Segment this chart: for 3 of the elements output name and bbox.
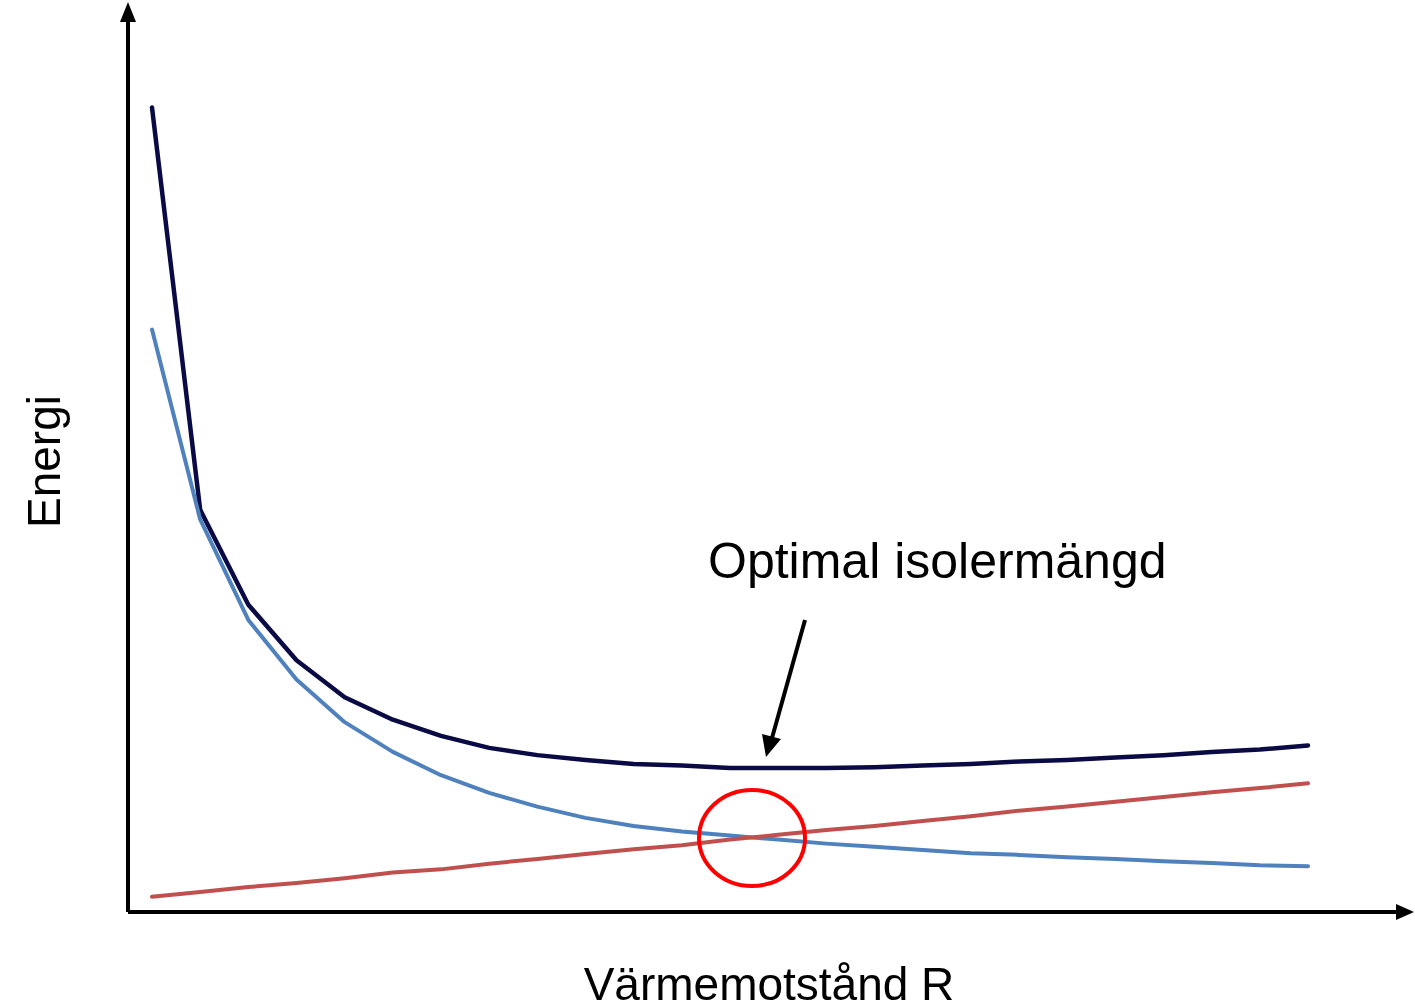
x-axis-title: Värmemotstånd R (583, 958, 955, 1002)
y-axis-title: Energi (18, 395, 71, 528)
annotation: Optimal isolermängd (708, 532, 1167, 590)
